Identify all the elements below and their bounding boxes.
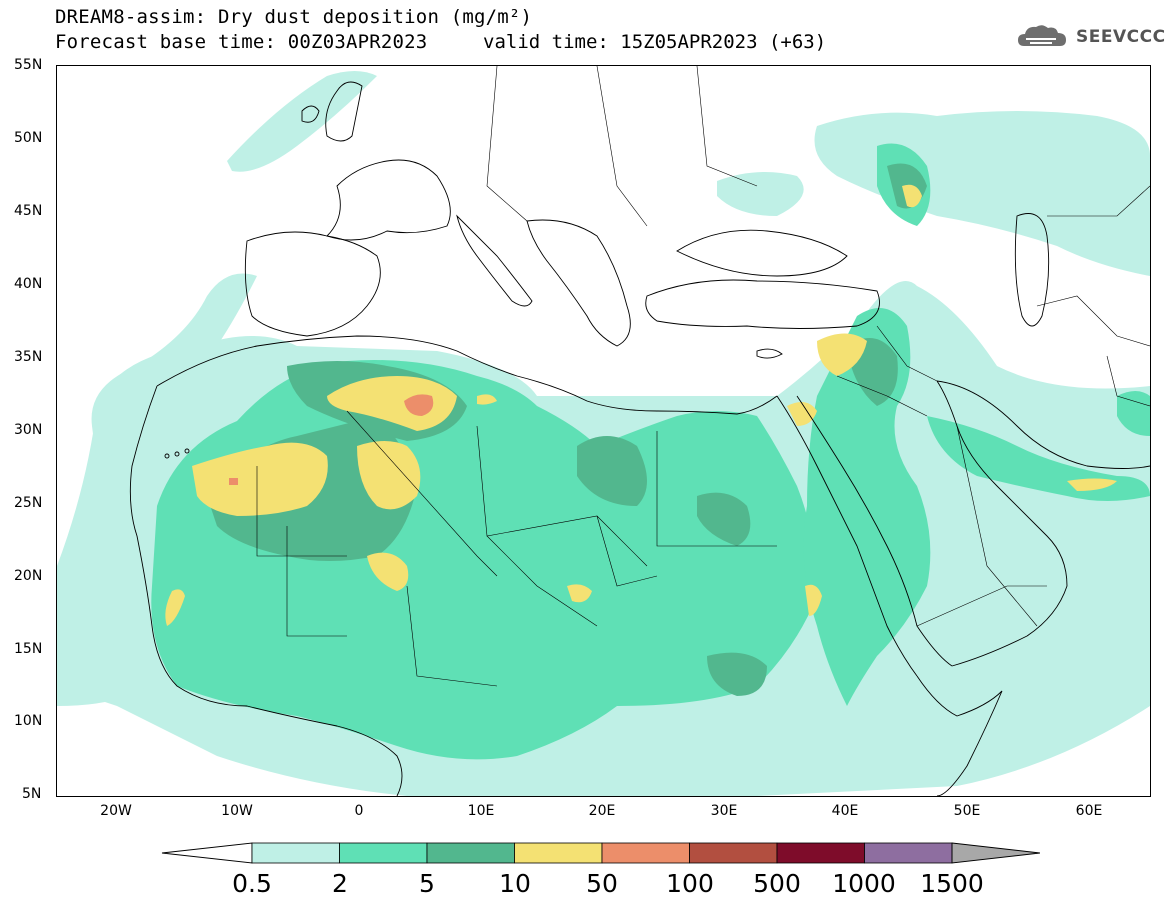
dust-field-orange [229, 394, 434, 485]
lat-label-55n: 55N [14, 57, 43, 73]
colorbar-label: 0.5 [232, 869, 272, 898]
colorbar-segment [601, 842, 690, 864]
colorbar-label: 1000 [832, 869, 896, 898]
colorbar-label: 10 [499, 869, 531, 898]
colorbar-segment [426, 842, 515, 864]
colorbar-over-triangle [951, 842, 1040, 864]
seevccc-logo: SEEVCCC [1016, 22, 1165, 52]
colorbar [161, 842, 1040, 864]
colorbar-label: 1500 [920, 869, 984, 898]
lon-label-50e: 50E [953, 803, 981, 819]
lat-label-45n: 45N [14, 203, 43, 219]
colorbar-segment [339, 842, 428, 864]
cloud-logo-icon [1018, 25, 1066, 46]
lat-label-35n: 35N [14, 349, 43, 365]
colorbar-label: 50 [586, 869, 618, 898]
lat-label-40n: 40N [14, 276, 43, 292]
logo-text: SEEVCCC [1076, 27, 1165, 47]
forecast-base-time: Forecast base time: 00Z03APR2023 [55, 31, 428, 53]
lon-label-20e: 20E [588, 803, 616, 819]
colorbar-label: 500 [753, 869, 801, 898]
chart-title: DREAM8-assim: Dry dust deposition (mg/m²… [55, 6, 533, 28]
valid-time: valid time: 15Z05APR2023 (+63) [483, 31, 827, 53]
lat-label-10n: 10N [14, 713, 43, 729]
lon-label-60e: 60E [1075, 803, 1103, 819]
colorbar-segment [514, 842, 603, 864]
colorbar-under-triangle [161, 842, 253, 864]
colorbar-segment [689, 842, 778, 864]
colorbar-segment [864, 842, 953, 864]
lon-label-10w: 10W [221, 803, 253, 819]
map-panel [56, 65, 1151, 797]
lon-label-0: 0 [354, 803, 364, 819]
lon-label-10e: 10E [467, 803, 495, 819]
lat-label-30n: 30N [14, 422, 43, 438]
dust-field-yellow [165, 184, 1117, 626]
country-borders [256, 66, 1150, 687]
colorbar-label: 5 [419, 869, 435, 898]
colorbar-label: 100 [666, 869, 714, 898]
lon-label-40e: 40E [831, 803, 859, 819]
lon-label-20w: 20W [100, 803, 132, 819]
lat-label-20n: 20N [14, 568, 43, 584]
lat-label-50n: 50N [14, 130, 43, 146]
lat-label-25n: 25N [14, 495, 43, 511]
colorbar-label: 2 [332, 869, 348, 898]
colorbar-segment [776, 842, 865, 864]
lat-label-15n: 15N [14, 641, 43, 657]
colorbar-segment [251, 842, 340, 864]
lon-label-30e: 30E [710, 803, 738, 819]
lat-label-5n: 5N [22, 786, 42, 802]
